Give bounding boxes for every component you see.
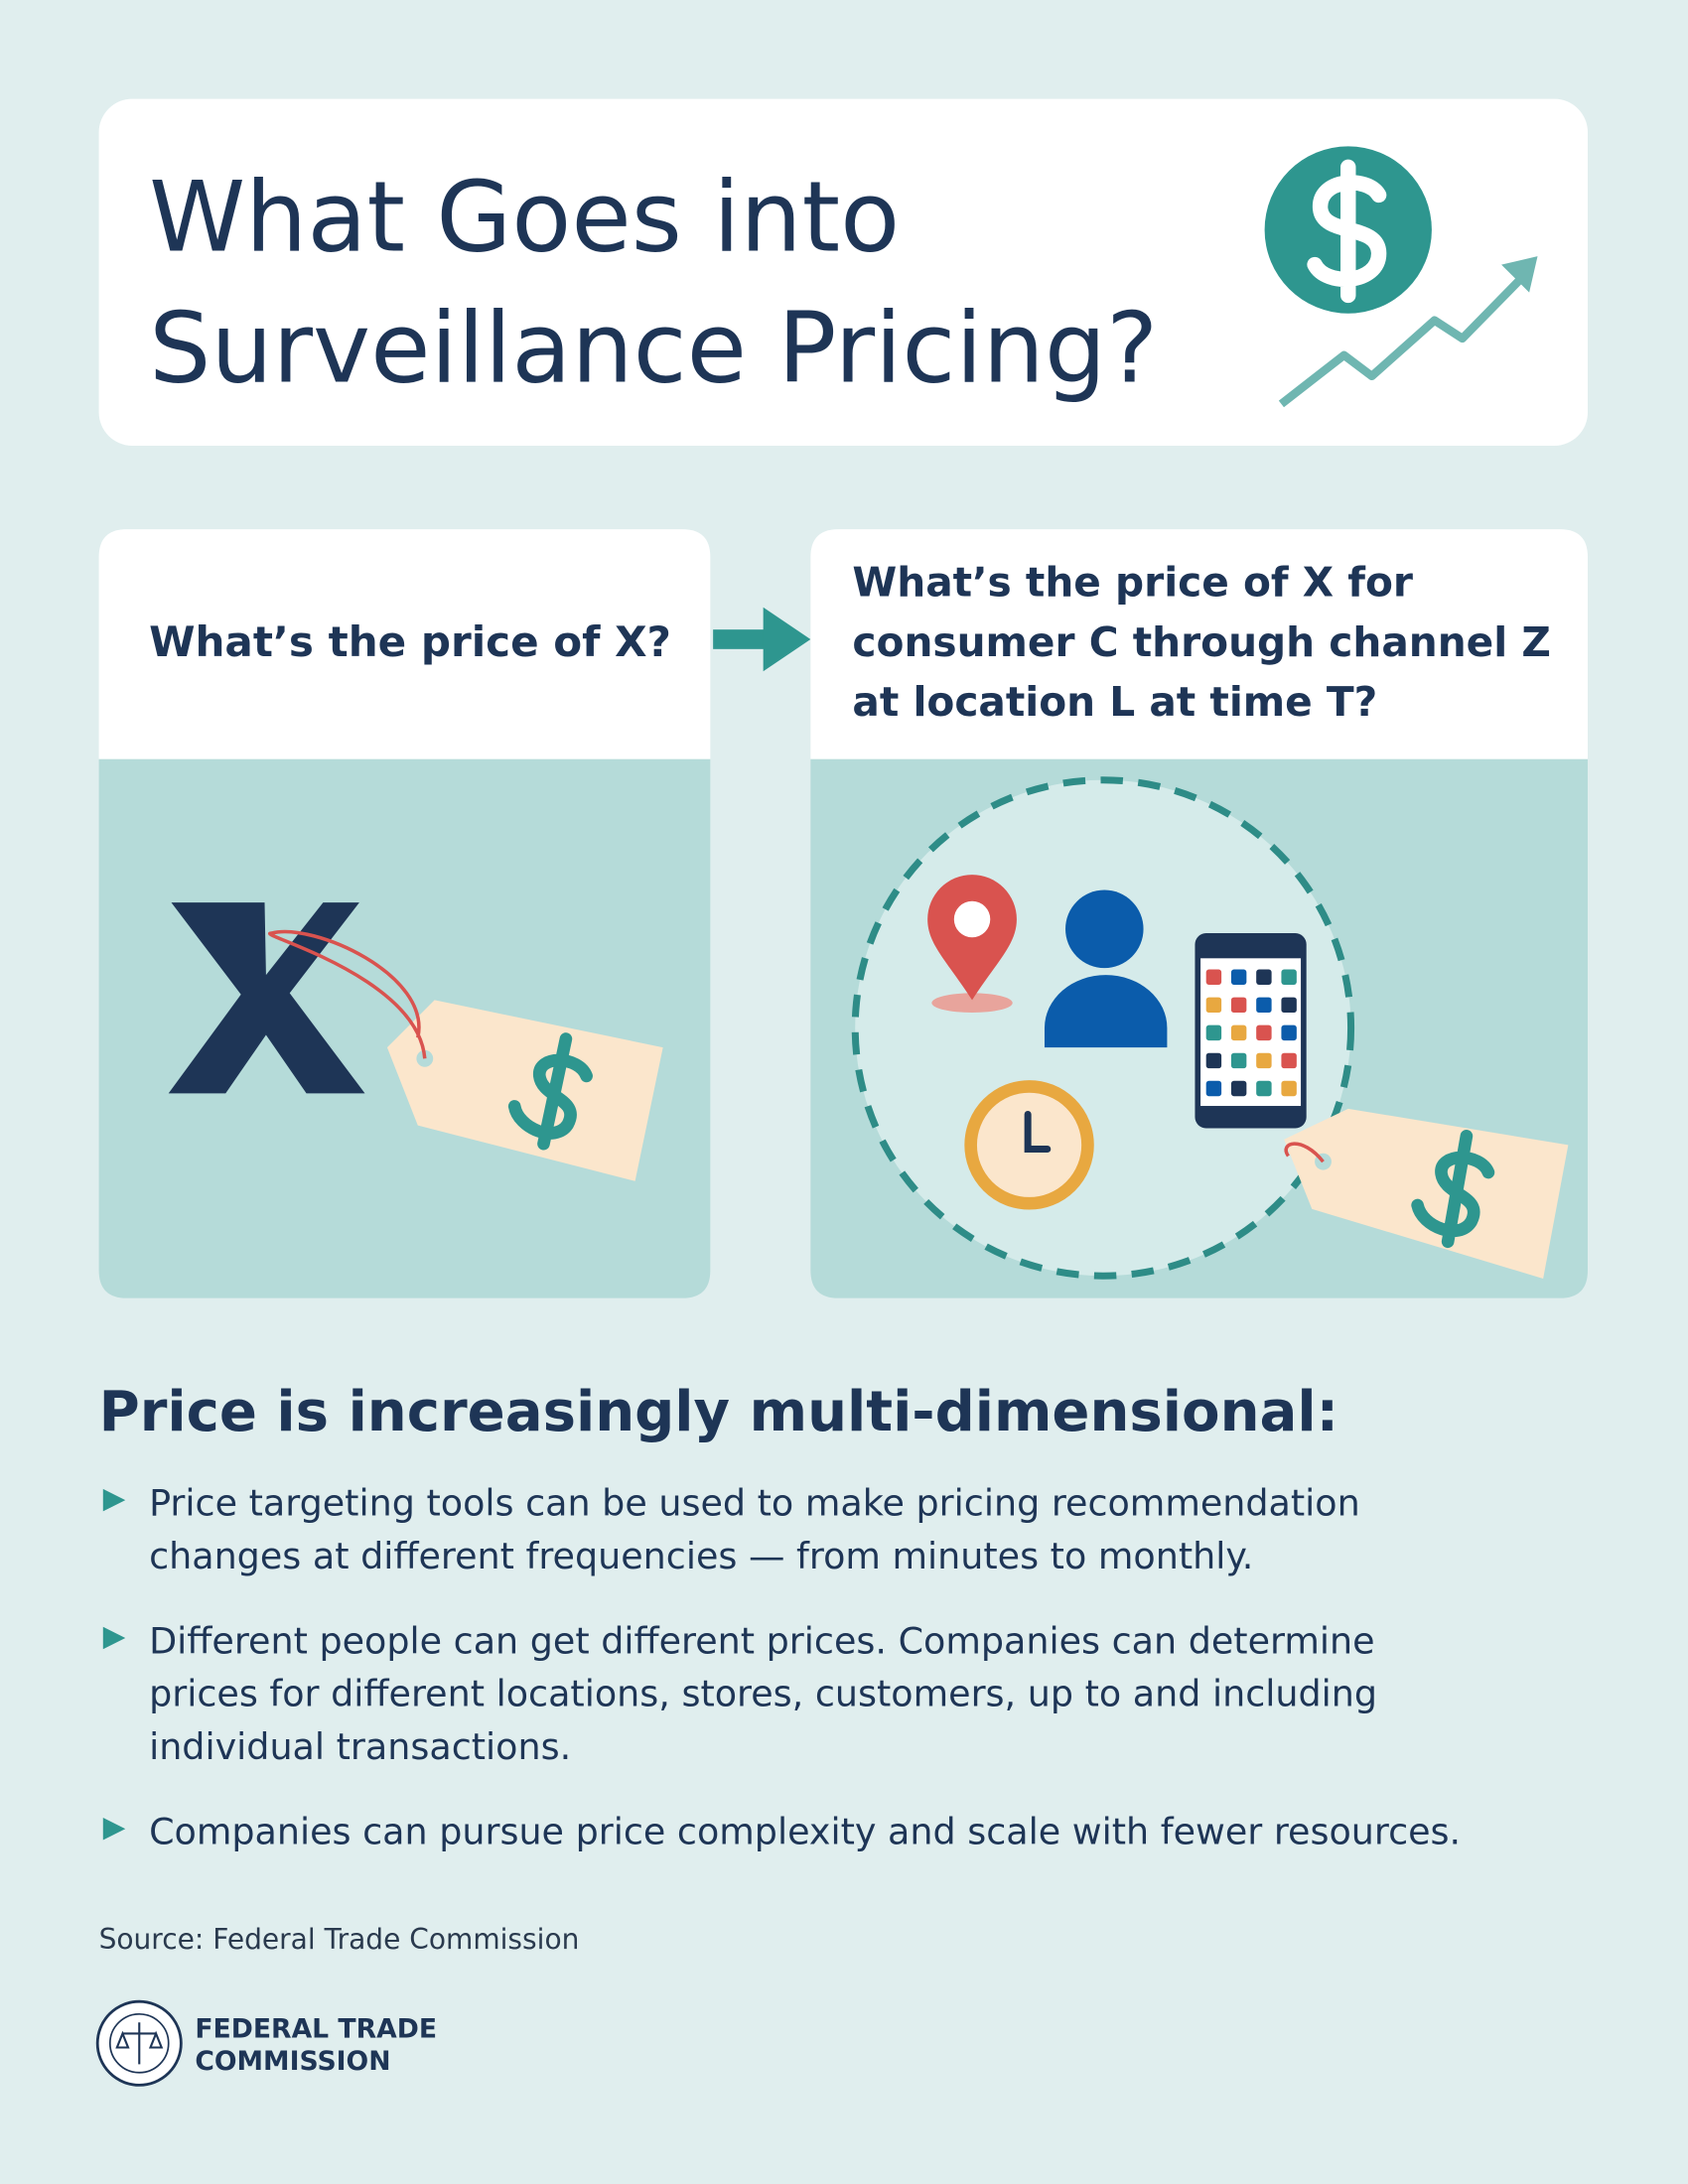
- person-head: [1065, 889, 1144, 969]
- app-icon: [1230, 997, 1247, 1014]
- flow-arrow-head: [763, 607, 811, 672]
- source: Source: Federal Trade Commission: [99, 1923, 580, 1956]
- app-icon: [1205, 997, 1222, 1014]
- app-icon: [1256, 969, 1272, 985]
- bullet-text: prices for different locations, stores, …: [149, 1673, 1377, 1715]
- app-icon: [1256, 997, 1272, 1014]
- ftc-seal-ring: [108, 2012, 170, 2074]
- bullet-marker: [102, 1626, 126, 1650]
- app-icon: [1281, 1080, 1297, 1097]
- app-icon: [1256, 1052, 1272, 1069]
- app-icon: [1230, 969, 1247, 985]
- dollar-icon: [1307, 159, 1387, 304]
- app-icon: [1281, 1052, 1297, 1069]
- bullet-marker: [102, 1817, 126, 1841]
- question-line: What’s the price of X for: [852, 559, 1413, 607]
- app-icon: [1205, 1080, 1222, 1097]
- logo-line: FEDERAL TRADE: [195, 2014, 437, 2045]
- trend-arrow-head: [1501, 256, 1538, 293]
- app-icon: [1205, 1052, 1222, 1069]
- clock-hands: [1024, 1110, 1052, 1154]
- flow-arrow: [713, 629, 770, 649]
- bullet-text: individual transactions.: [149, 1725, 571, 1768]
- bullet-text: Companies can pursue price complexity an…: [149, 1811, 1461, 1853]
- app-icon: [1230, 1080, 1247, 1097]
- title: What Goes into Surveillance Pricing?: [149, 162, 1158, 406]
- section-heading: Price is increasingly multi-dimensional:: [99, 1380, 1338, 1444]
- tag-string: [267, 929, 427, 1059]
- dollar-icon: [507, 1032, 593, 1151]
- app-icon: [1230, 1024, 1247, 1041]
- left-card-header: [98, 529, 711, 759]
- price-tag: [386, 1000, 663, 1181]
- person-body: [1044, 975, 1168, 1048]
- question-line: consumer C through channel Z: [852, 618, 1550, 666]
- left-question: What’s the price of X?: [149, 617, 671, 666]
- header-card: [98, 98, 1589, 446]
- right-question: What’s the price of X for consumer C thro…: [852, 559, 1550, 727]
- title-line: Surveillance Pricing?: [149, 292, 1158, 405]
- app-icon: [1230, 1052, 1247, 1069]
- tag-string: [1284, 1142, 1325, 1163]
- price-tag: [1284, 1108, 1569, 1280]
- bullet-list: Price targeting tools can be used to mak…: [102, 1482, 1461, 1853]
- right-card-header: [810, 529, 1589, 759]
- x-letter: [168, 902, 365, 1094]
- trend-arrow: [1278, 267, 1533, 408]
- ftc-seal-scales: [115, 2022, 164, 2065]
- title-line: What Goes into: [149, 162, 900, 275]
- bullet-text: Price targeting tools can be used to mak…: [149, 1482, 1360, 1525]
- bullet-marker: [102, 1488, 126, 1512]
- bullet-text: Different people can get different price…: [149, 1619, 1375, 1662]
- dollar-icon: [1411, 1130, 1495, 1249]
- app-icon: [1205, 969, 1222, 985]
- left-card-illustration: [98, 758, 711, 1298]
- logo-line: COMMISSION: [195, 2046, 390, 2077]
- pin-shadow: [931, 993, 1013, 1014]
- app-icon: [1281, 1024, 1297, 1041]
- app-icon: [1256, 1024, 1272, 1041]
- phone-apps: [1205, 969, 1297, 1097]
- app-icon: [1205, 1024, 1222, 1041]
- app-icon: [1256, 1080, 1272, 1097]
- pin-dot: [953, 900, 991, 938]
- bullet-text: changes at different frequencies — from …: [149, 1535, 1253, 1577]
- question-line: at location L at time T?: [852, 678, 1377, 726]
- app-icon: [1281, 969, 1297, 985]
- app-icon: [1281, 997, 1297, 1014]
